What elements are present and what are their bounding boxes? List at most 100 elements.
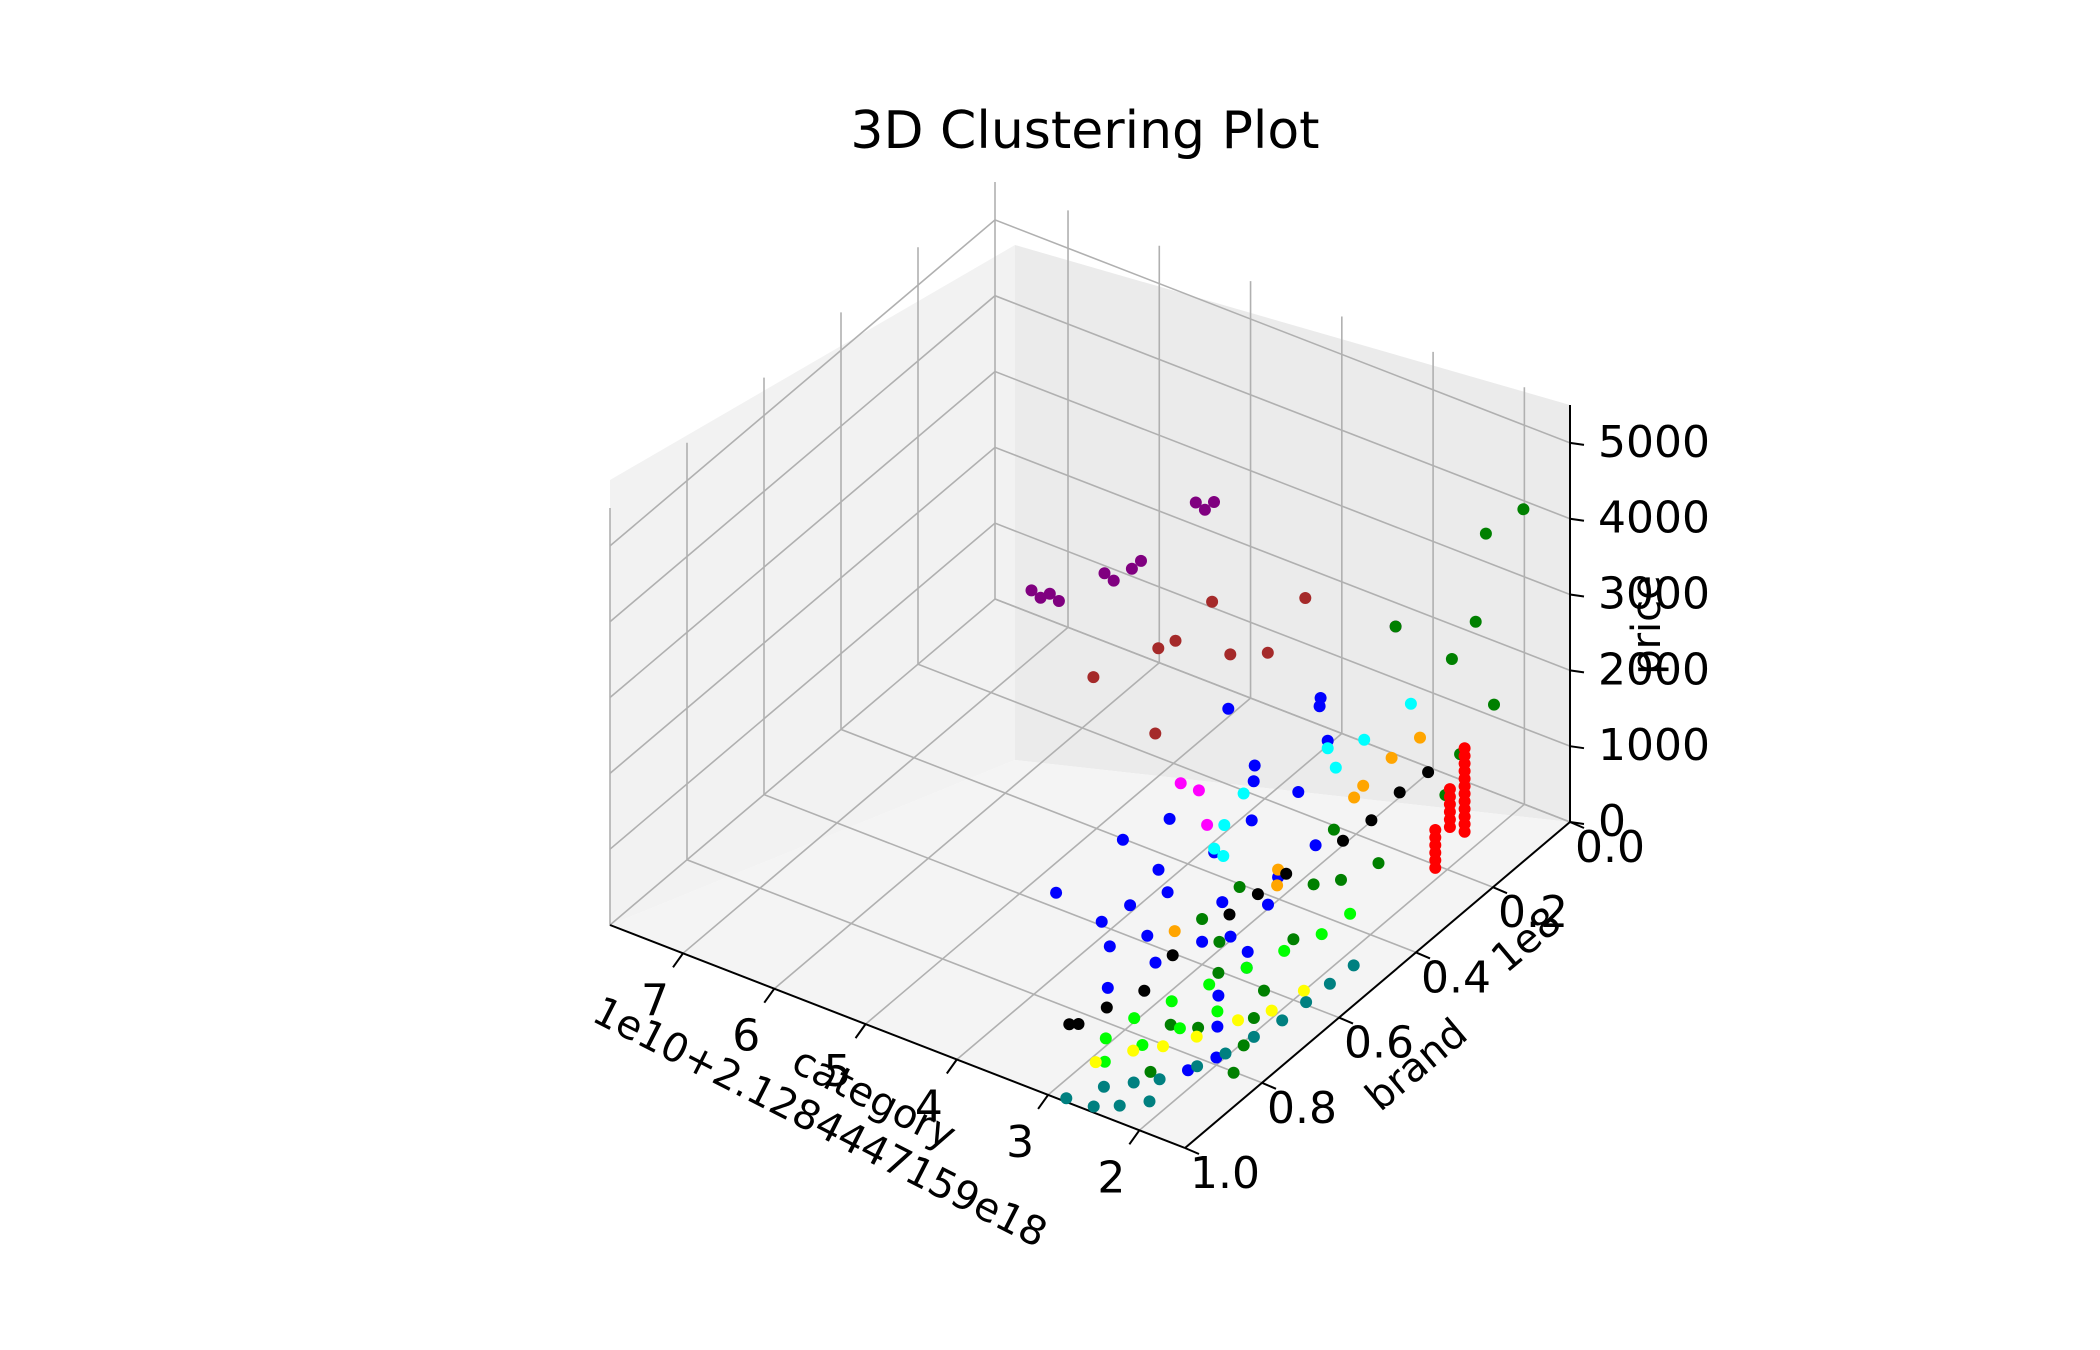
- series-black: [1063, 766, 1435, 1031]
- data-point-blue: [1141, 929, 1154, 942]
- y-tick-label: 0.6: [1344, 1018, 1414, 1069]
- data-point-green: [1469, 615, 1482, 628]
- data-point-blue: [1222, 702, 1235, 715]
- series-orange: [1168, 731, 1426, 938]
- x-tick-label: 3: [1006, 1117, 1034, 1168]
- data-point-purple: [1198, 503, 1211, 516]
- data-point-teal: [1347, 959, 1360, 972]
- grid-line-z: [609, 522, 1571, 850]
- data-point-green: [1237, 1039, 1250, 1052]
- y-tick-label: 0.2: [1498, 887, 1568, 938]
- data-point-blue: [1245, 814, 1258, 827]
- data-point-green: [1164, 1018, 1177, 1031]
- data-point-green: [1233, 881, 1246, 893]
- data-point-lime: [1240, 961, 1253, 974]
- tick-labels: 7 6 5 4 3 2 0.00.20.40.60.81.0 0 1000 2000 3000 400…: [641, 417, 1710, 1203]
- data-point-green: [1287, 933, 1300, 946]
- y-tick-mark: [1415, 951, 1431, 960]
- data-point-black: [1337, 834, 1349, 847]
- data-point-black: [1138, 984, 1151, 997]
- data-point-green: [1327, 823, 1340, 836]
- z-tick-label: 2000: [1598, 644, 1710, 695]
- z-tick-mark: [1569, 441, 1585, 446]
- series-yellow: [1089, 984, 1310, 1069]
- data-point-cyan: [1358, 733, 1371, 746]
- data-point-lime: [1128, 1012, 1141, 1025]
- left-pane: [610, 245, 1015, 925]
- data-point-cyan: [1208, 842, 1221, 855]
- data-point-black: [1251, 888, 1264, 901]
- x-tick-mark: [854, 1023, 867, 1039]
- y-tick-label: 0.0: [1575, 822, 1645, 873]
- data-point-teal: [1276, 1014, 1289, 1027]
- data-point-green: [1227, 1066, 1240, 1079]
- data-point-red: [1429, 824, 1442, 836]
- data-point-blue: [1211, 1020, 1224, 1033]
- z-tick-label: 5000: [1598, 417, 1710, 468]
- data-point-teal: [1113, 1099, 1126, 1112]
- x-tick-label: 5: [824, 1046, 852, 1097]
- data-point-yellow: [1190, 1030, 1203, 1043]
- data-point-blue: [1224, 930, 1237, 943]
- data-point-cyan: [1404, 697, 1417, 710]
- z-tick-label: 3000: [1598, 569, 1710, 620]
- grid: [609, 182, 1571, 1149]
- z-tick-mark: [1569, 821, 1585, 825]
- data-point-lime: [1278, 944, 1291, 957]
- x-tick-label: 2: [1097, 1152, 1125, 1203]
- x-tick-mark: [763, 988, 776, 1004]
- series-cyan: [1208, 697, 1417, 862]
- data-point-blue: [1212, 989, 1225, 1002]
- z-tick-label: 4000: [1598, 493, 1710, 544]
- z-tick-mark: [1569, 593, 1585, 598]
- z-axis-label: price: [1624, 575, 1670, 675]
- data-point-green: [1212, 966, 1225, 979]
- data-point-black: [1393, 786, 1406, 799]
- x-tick-mark: [946, 1058, 958, 1075]
- data-point-blue: [1116, 833, 1129, 846]
- data-point-black: [1280, 867, 1293, 880]
- data-point-brown: [1152, 642, 1165, 655]
- x-tick-mark: [1128, 1129, 1141, 1145]
- data-point-blue: [1152, 863, 1165, 876]
- data-point-brown: [1206, 595, 1219, 608]
- data-point-blue: [1247, 775, 1260, 788]
- data-point-lime: [1099, 1032, 1112, 1045]
- z-tick-mark: [1569, 745, 1585, 750]
- data-point-blue: [1210, 1051, 1223, 1064]
- data-point-orange: [1414, 731, 1426, 744]
- grid-line-z: [609, 294, 1571, 623]
- series-lime: [1098, 907, 1357, 1068]
- data-point-yellow: [1127, 1044, 1140, 1057]
- data-point-lime: [1203, 978, 1216, 991]
- data-point-green: [1144, 1065, 1157, 1078]
- data-point-purple: [1125, 562, 1138, 575]
- data-point-lime: [1173, 1022, 1186, 1035]
- data-point-red: [1458, 742, 1471, 755]
- data-point-green: [1445, 653, 1458, 665]
- data-point-black: [1072, 1018, 1085, 1030]
- grid-line-z: [609, 598, 1571, 926]
- data-point-green: [1335, 873, 1347, 886]
- data-point-orange: [1168, 925, 1181, 938]
- data-point-green: [1213, 935, 1226, 948]
- data-point-purple: [1052, 595, 1065, 607]
- data-point-magenta: [1201, 818, 1214, 831]
- data-point-brown: [1299, 592, 1312, 604]
- data-point-orange: [1385, 751, 1398, 764]
- data-point-teal: [1300, 996, 1313, 1009]
- data-point-black: [1100, 1001, 1113, 1014]
- data-point-cyan: [1218, 819, 1231, 831]
- data-point-purple: [1208, 496, 1220, 508]
- data-point-cyan: [1237, 787, 1250, 800]
- data-point-blue: [1124, 899, 1137, 912]
- data-point-blue: [1149, 956, 1162, 969]
- data-points: [1025, 496, 1530, 1113]
- data-point-lime: [1136, 1039, 1149, 1051]
- data-point-blue: [1292, 786, 1305, 798]
- data-point-yellow: [1232, 1014, 1244, 1027]
- y-tick-label: 0.4: [1421, 952, 1491, 1003]
- data-point-teal: [1191, 1060, 1204, 1073]
